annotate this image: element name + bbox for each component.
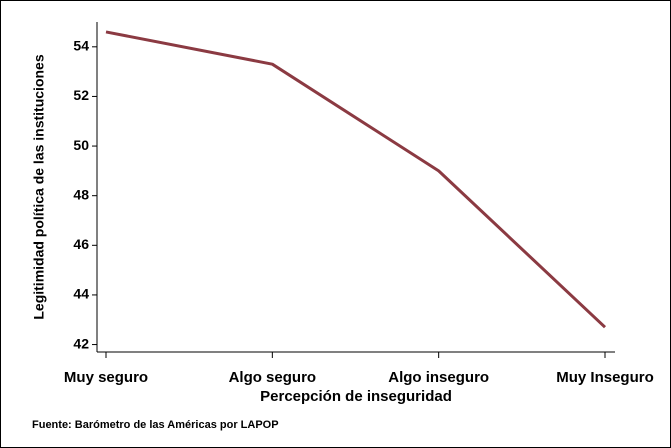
source-note: Fuente: Barómetro de las Américas por LA… — [32, 419, 279, 431]
y-tick-label: 46 — [73, 236, 89, 252]
y-axis-label: Legitimidad política de las institucione… — [31, 54, 47, 319]
y-tick-label: 44 — [73, 286, 89, 302]
x-tick-label: Muy Inseguro — [556, 369, 654, 386]
y-tick-label: 50 — [73, 137, 89, 153]
line-series — [105, 30, 607, 329]
y-tick-label: 42 — [73, 335, 89, 351]
x-axis-label: Percepción de inseguridad — [260, 388, 452, 405]
y-tick-label: 52 — [73, 87, 89, 103]
x-tick-label: Algo inseguro — [388, 369, 489, 386]
y-tick-label: 48 — [73, 186, 89, 202]
y-tick-label: 54 — [73, 38, 89, 54]
x-tick-label: Algo seguro — [229, 369, 317, 386]
x-tick-label: Muy seguro — [64, 369, 148, 386]
